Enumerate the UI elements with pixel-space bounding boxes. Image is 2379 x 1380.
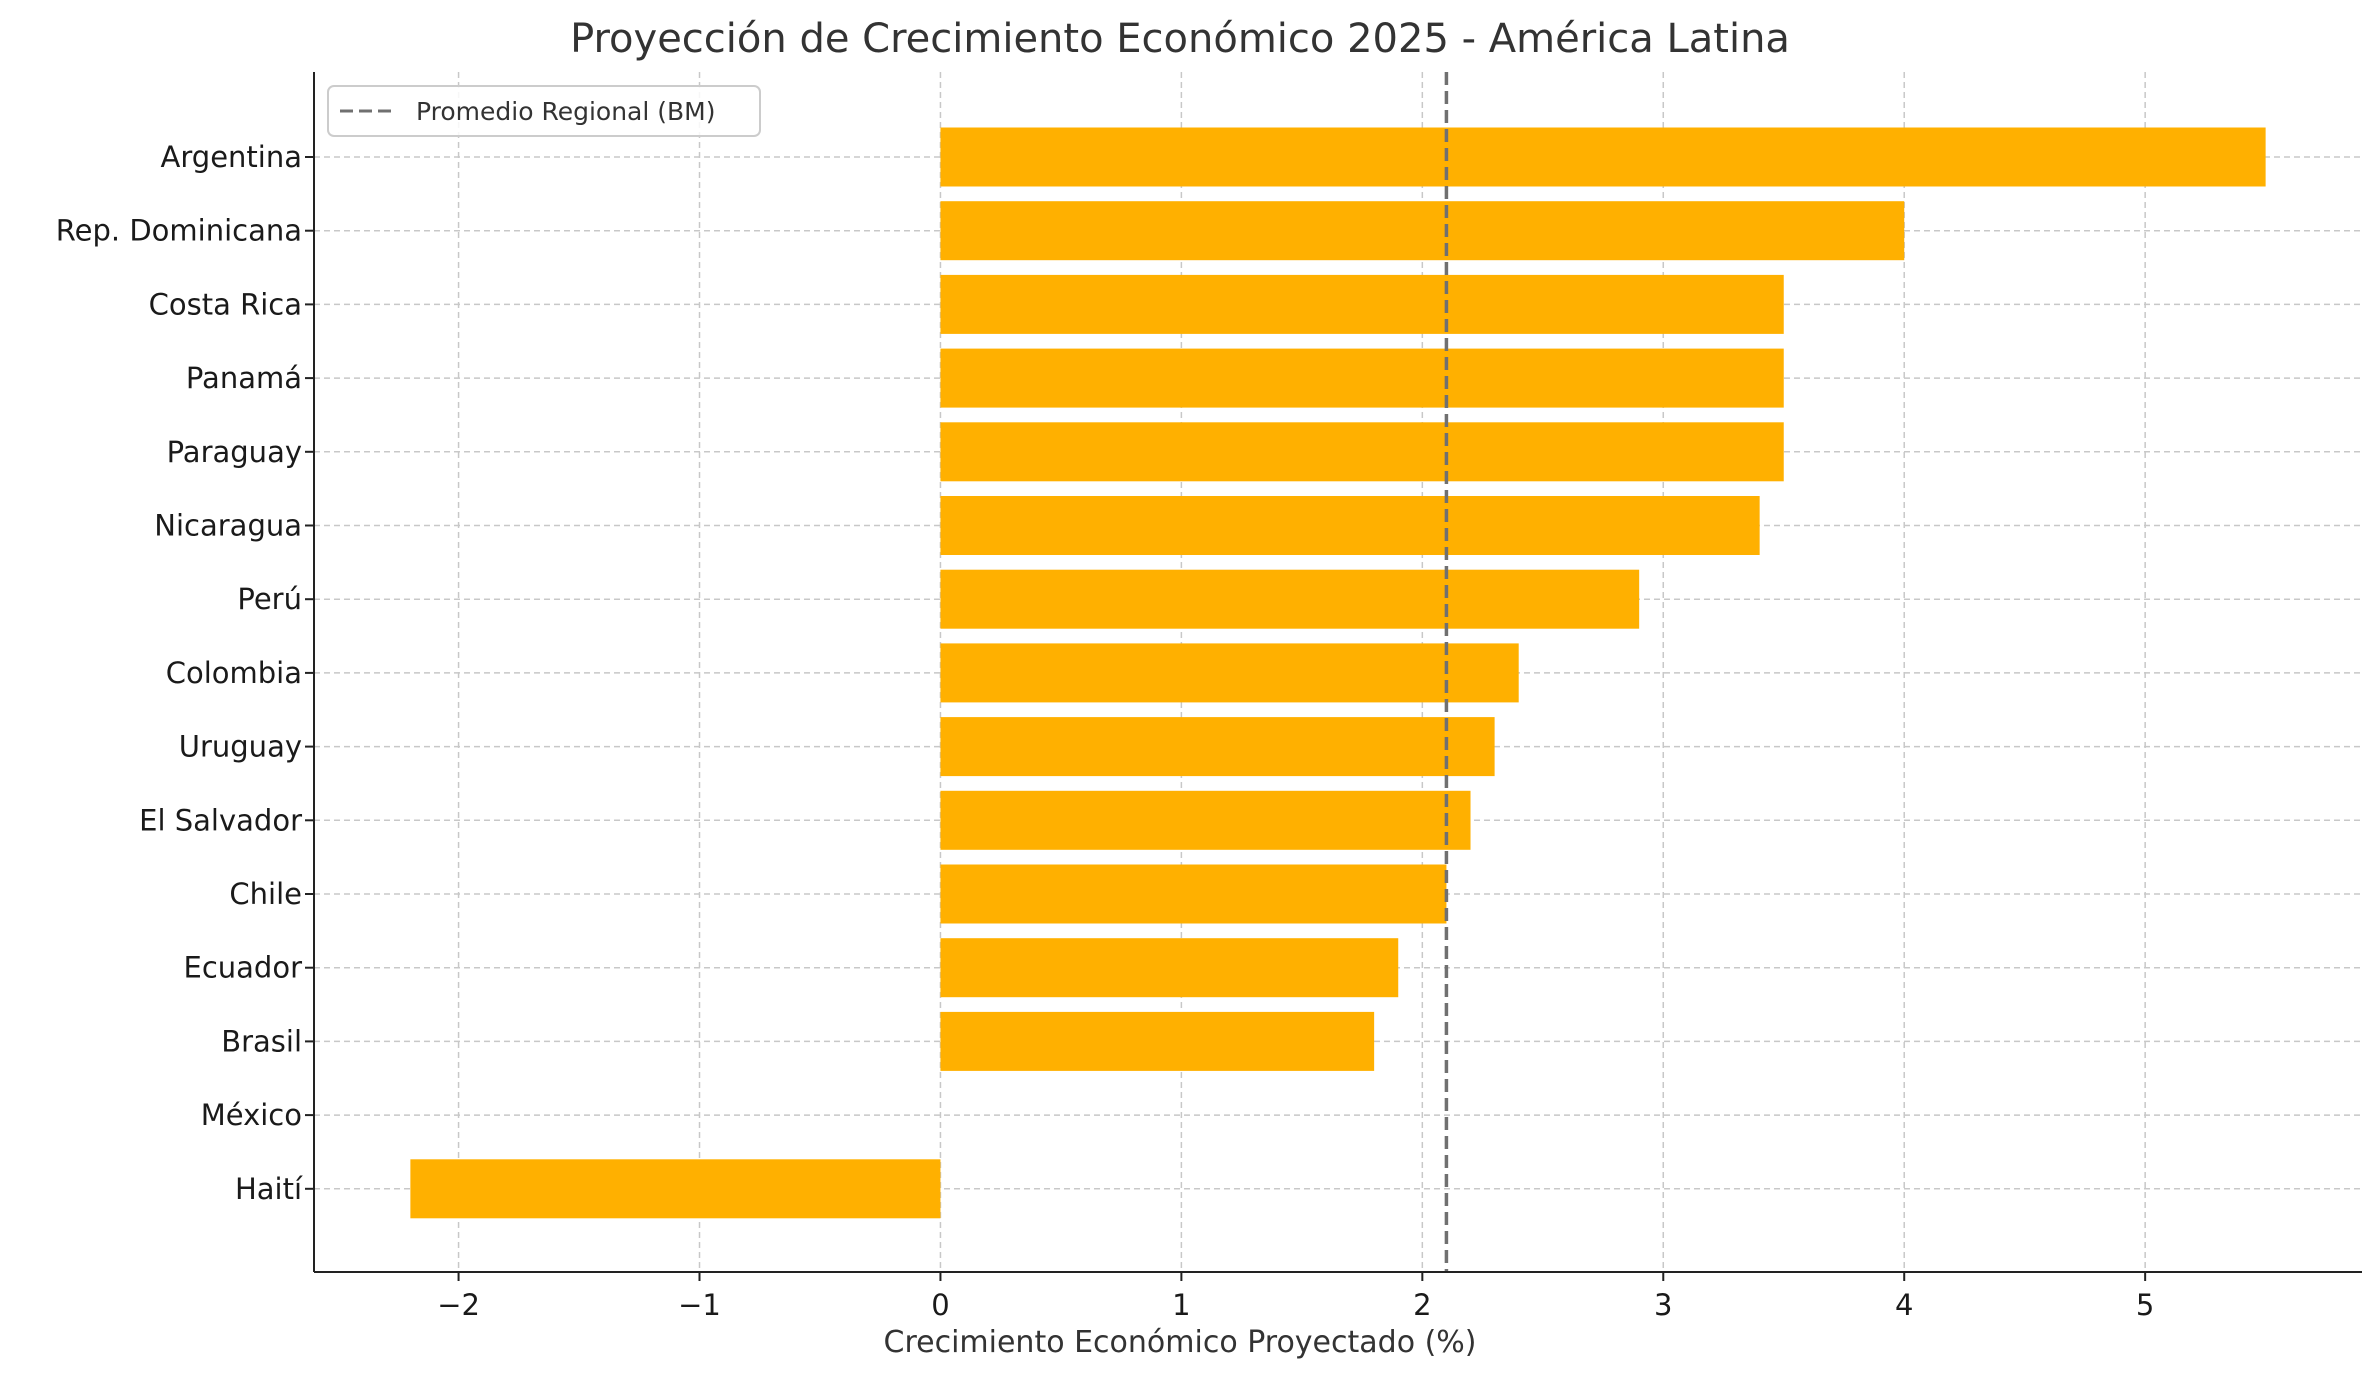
bar bbox=[940, 201, 1905, 261]
axes bbox=[305, 72, 2362, 1281]
y-tick-label: Haití bbox=[235, 1172, 303, 1206]
y-tick-label: Paraguay bbox=[167, 435, 302, 469]
x-tick-label: −1 bbox=[678, 1288, 721, 1322]
bar bbox=[410, 1159, 941, 1219]
y-tick-label: Chile bbox=[229, 877, 302, 911]
y-tick-label: Rep. Dominicana bbox=[56, 214, 302, 248]
legend-entry-label: Promedio Regional (BM) bbox=[416, 97, 715, 126]
legend-frame bbox=[327, 85, 761, 137]
y-tick-label: Ecuador bbox=[184, 951, 303, 985]
bar bbox=[940, 864, 1447, 924]
x-tick-label: 4 bbox=[1895, 1288, 1913, 1322]
x-axis-label: Crecimiento Económico Proyectado (%) bbox=[884, 1325, 1477, 1360]
bar bbox=[940, 1011, 1375, 1071]
y-tick-label: Nicaragua bbox=[154, 509, 302, 543]
bar bbox=[940, 348, 1784, 408]
x-tick-label: 1 bbox=[1172, 1288, 1190, 1322]
y-tick-label: Costa Rica bbox=[149, 287, 302, 321]
bar bbox=[940, 274, 1784, 334]
y-tick-label: Panamá bbox=[186, 361, 302, 395]
bars bbox=[410, 127, 2266, 1219]
y-tick-label: Colombia bbox=[166, 656, 302, 690]
bar bbox=[940, 569, 1640, 629]
y-tick-label: Uruguay bbox=[179, 730, 302, 764]
x-tick-label: 5 bbox=[2136, 1288, 2154, 1322]
x-tick-label: −2 bbox=[437, 1288, 480, 1322]
y-tick-label: El Salvador bbox=[139, 803, 302, 837]
bar bbox=[940, 938, 1399, 998]
tick-labels: −2 −1 0 1 2 3 4 5 Argentina Rep. Dominicana Costa … bbox=[56, 140, 2155, 1322]
bar bbox=[940, 496, 1760, 555]
bar bbox=[940, 643, 1519, 703]
y-tick-label: México bbox=[201, 1098, 302, 1132]
bar bbox=[940, 790, 1471, 850]
y-tick-label: Perú bbox=[237, 582, 302, 616]
x-tick-label: 3 bbox=[1654, 1288, 1672, 1322]
bar bbox=[940, 717, 1495, 777]
y-tick-label: Brasil bbox=[221, 1024, 302, 1058]
y-tick-label: Argentina bbox=[161, 140, 302, 174]
chart-title: Proyección de Crecimiento Económico 2025… bbox=[570, 16, 1790, 62]
x-tick-label: 0 bbox=[931, 1288, 949, 1322]
bar bbox=[940, 127, 2266, 187]
x-tick-label: 2 bbox=[1413, 1288, 1431, 1322]
legend: Promedio Regional (BM) bbox=[327, 85, 761, 137]
bar bbox=[940, 422, 1784, 482]
